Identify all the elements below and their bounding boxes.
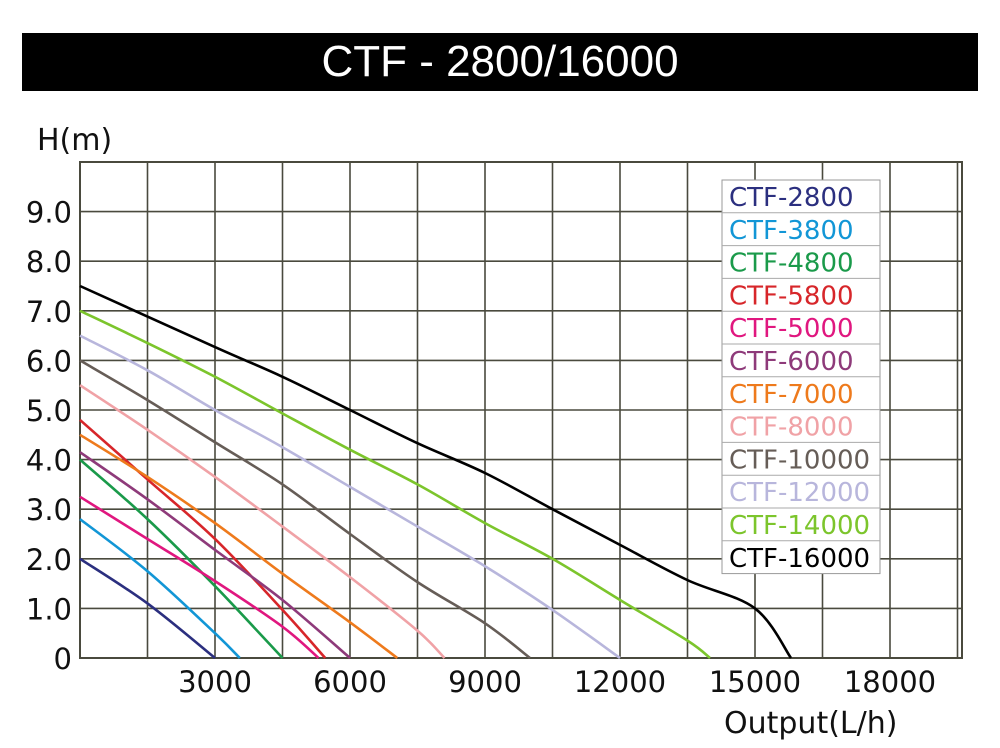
x-tick-label: 9000 [448,665,522,699]
chart-title: CTF - 2800/16000 [321,37,679,86]
x-tick-label: 15000 [709,665,801,699]
axis-ticks: 3000 6000 9000 12000 15000 18000 0 1.0 2.0 3.0 4.0… [26,196,936,699]
y-tick-label: 6.0 [26,344,72,378]
y-tick-label: 0 [54,642,72,676]
y-tick-label: 7.0 [26,295,72,329]
legend-entry: CTF-4800 [729,249,854,279]
y-tick-label: 5.0 [26,394,72,428]
x-tick-label: 18000 [844,665,936,699]
series-line-ctf-6000 [79,451,351,659]
series-line-ctf-10000 [79,359,531,660]
x-tick-label: 3000 [178,665,252,699]
legend-entry: CTF-7000 [729,380,854,410]
series-line-ctf-14000 [79,309,711,660]
legend-entry: CTF-5000 [729,314,854,344]
series-line-ctf-4800 [79,458,284,659]
legend-entry: CTF-2800 [729,183,854,213]
curves [79,284,793,660]
x-tick-label: 12000 [574,665,666,699]
legend-entry: CTF-16000 [729,544,870,574]
legend-entry: CTF-10000 [729,445,870,475]
series-line-ctf-3800 [79,518,241,659]
legend-entry: CTF-5800 [729,281,854,311]
y-tick-label: 1.0 [26,592,72,626]
y-tick-label: 2.0 [26,543,72,577]
legend-entry: CTF-3800 [729,216,854,246]
series-line-ctf-5000 [79,495,320,659]
series-line-ctf-16000 [79,284,793,659]
x-tick-label: 6000 [313,665,387,699]
y-axis-label: H(m) [37,123,112,158]
y-tick-label: 9.0 [26,196,72,230]
series-line-ctf-12000 [79,334,621,660]
series-line-ctf-7000 [79,433,399,660]
y-tick-label: 8.0 [26,245,72,279]
x-axis-label: Output(L/h) [724,706,897,741]
legend-entry: CTF-14000 [729,511,870,541]
chart-title-bar: CTF - 2800/16000 [22,33,978,91]
legend-entry: CTF-12000 [729,478,870,508]
y-tick-label: 3.0 [26,493,72,527]
legend: CTF-2800CTF-3800CTF-4800CTF-5800CTF-5000… [721,179,881,575]
series-line-ctf-5800 [79,418,327,659]
y-tick-label: 4.0 [26,444,72,478]
legend-entry: CTF-6000 [729,347,854,377]
legend-entry: CTF-8000 [729,413,854,443]
series-line-ctf-8000 [79,384,446,659]
series-line-ctf-2800 [79,557,216,660]
